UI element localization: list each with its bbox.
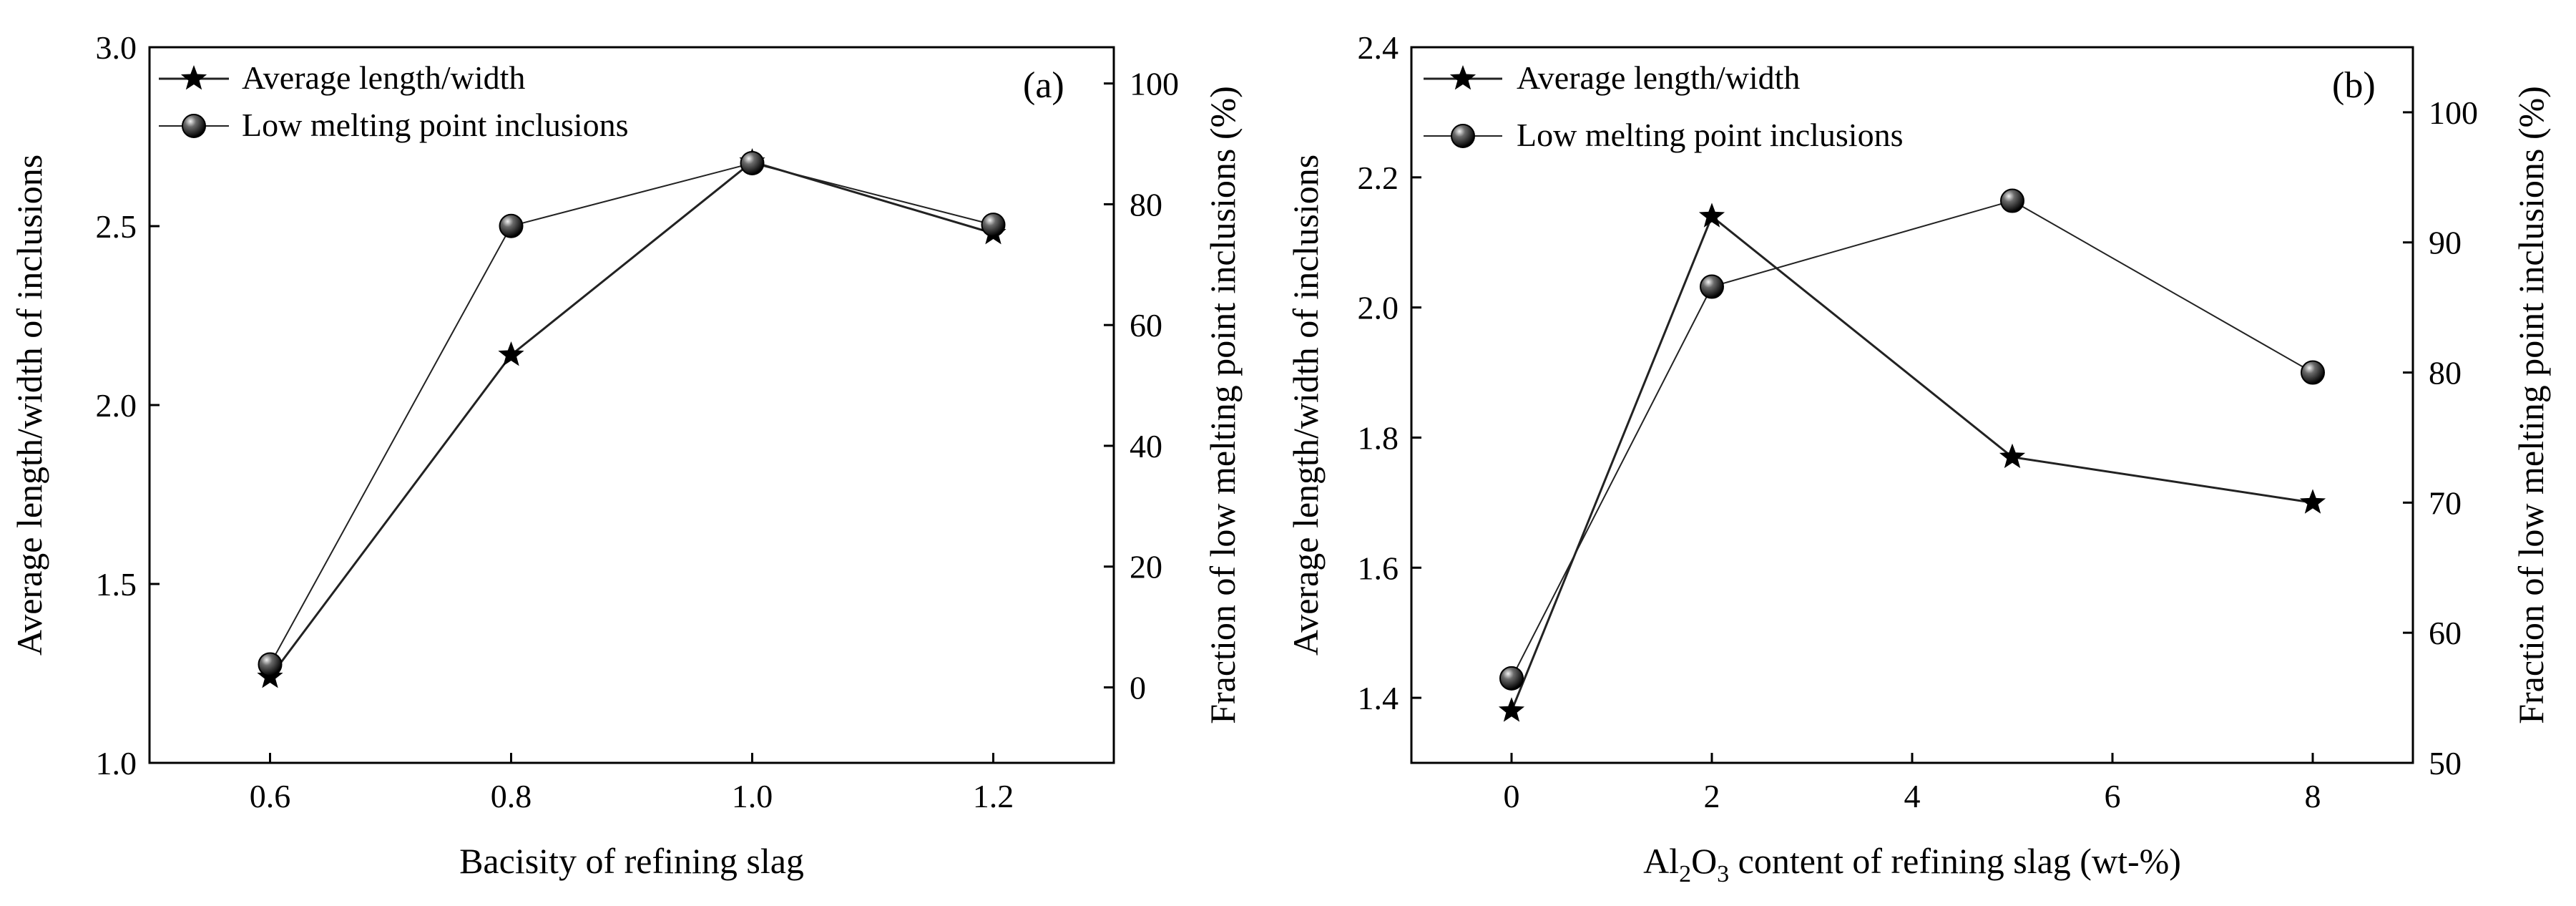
y-axis-right-title: Fraction of low melting point inclusions… <box>1203 86 1243 724</box>
plot-frame <box>148 46 1115 764</box>
y-right-tick-label: 90 <box>2429 225 2462 261</box>
data-point-ball <box>499 213 524 238</box>
legend-ball-marker <box>182 114 206 138</box>
legend-label-avg: Average length/width <box>1517 59 1800 96</box>
y-right-tick-label: 100 <box>2429 94 2478 131</box>
y-left-tick-label: 1.4 <box>1358 680 1399 716</box>
series-group <box>1498 188 2326 722</box>
data-point-ball <box>258 652 283 677</box>
y-right-tick-label: 50 <box>2429 745 2462 781</box>
data-point-star <box>1498 697 1525 722</box>
legend-ball-marker <box>1451 124 1475 148</box>
x-tick-label: 0.6 <box>250 778 291 814</box>
legend-star-marker <box>1449 65 1476 90</box>
y-axis-right: 0 20 40 60 80 100 <box>1104 66 1179 706</box>
x-tick-label: 1.0 <box>732 778 773 814</box>
data-point-ball <box>2301 360 2325 385</box>
y-right-tick-label: 80 <box>2429 355 2462 391</box>
series-line-avg-length-width <box>1510 214 2313 711</box>
legend: Average length/width Low melting point i… <box>159 59 628 143</box>
data-point-star <box>1698 203 1725 228</box>
y-right-tick-label: 80 <box>1130 186 1162 223</box>
y-right-tick-label: 70 <box>2429 484 2462 521</box>
y-left-tick-label: 2.0 <box>1358 290 1399 326</box>
panel-label: (a) <box>1023 65 1064 106</box>
y-left-tick-label: 2.2 <box>1358 160 1399 196</box>
legend-label-low: Low melting point inclusions <box>242 107 628 143</box>
y-left-tick-label: 1.6 <box>1358 550 1399 586</box>
series-line-avg-length-width <box>269 160 994 678</box>
y-left-tick-label: 2.5 <box>96 208 137 245</box>
panel-label: (b) <box>2332 65 2376 106</box>
x-tick-label: 4 <box>1904 778 1921 814</box>
series-line-low-melting <box>269 162 994 665</box>
y-right-tick-label: 100 <box>1130 66 1179 102</box>
legend-label-avg: Average length/width <box>242 59 525 96</box>
legend: Average length/width Low melting point i… <box>1424 59 1903 153</box>
data-point-star <box>2299 489 2326 514</box>
y-left-tick-label: 1.0 <box>96 745 137 781</box>
y-axis-left: 1.0 1.5 2.0 2.5 3.0 <box>96 29 160 781</box>
x-axis: 0.6 0.8 1.0 1.2 <box>250 753 1014 814</box>
x-axis: 0 2 4 6 8 <box>1504 753 2321 814</box>
data-point-ball <box>981 213 1006 238</box>
data-point-ball <box>1499 666 1524 691</box>
subscript: 2 <box>1679 861 1691 887</box>
data-point-ball <box>740 151 765 176</box>
y-right-tick-label: 60 <box>2429 615 2462 651</box>
chart-panel-a: 0.6 0.8 1.0 1.2 1.0 1.5 2.0 2.5 3.0 0 20 40 60 80 10… <box>9 29 1243 881</box>
x-tick-label: 2 <box>1704 778 1720 814</box>
y-axis-left: 1.4 1.6 1.8 2.0 2.2 2.4 <box>1358 29 1421 716</box>
legend-label-low: Low melting point inclusions <box>1517 117 1903 153</box>
y-right-tick-label: 20 <box>1130 549 1162 585</box>
y-axis-left-title: Average length/width of inclusions <box>9 155 49 656</box>
series-line-low-melting <box>1511 200 2313 679</box>
data-point-ball <box>2000 188 2024 213</box>
data-point-star <box>1999 443 2026 469</box>
series-group <box>257 148 1007 688</box>
y-right-tick-label: 40 <box>1130 428 1162 464</box>
x-tick-label: 0.8 <box>491 778 532 814</box>
y-right-tick-label: 60 <box>1130 307 1162 344</box>
x-axis-title: Al2O3 content of refining slag (wt-%) <box>1643 841 2181 887</box>
chart-panel-b: 0 2 4 6 8 1.4 1.6 1.8 2.0 2.2 2.4 50 60 70 80 90 100 (… <box>1285 29 2551 887</box>
data-point-star <box>498 341 524 366</box>
legend-star-marker <box>180 65 207 90</box>
y-axis-left-title: Average length/width of inclusions <box>1285 155 1326 656</box>
y-axis-right: 50 60 70 80 90 100 <box>2403 94 2478 781</box>
x-tick-label: 6 <box>2105 778 2121 814</box>
data-point-ball <box>1700 274 1724 299</box>
x-tick-label: 0 <box>1504 778 1520 814</box>
y-left-tick-label: 2.4 <box>1358 29 1399 66</box>
x-tick-label: 1.2 <box>973 778 1014 814</box>
plot-frame <box>1410 46 2414 764</box>
y-right-tick-label: 0 <box>1130 670 1146 706</box>
x-axis-title: Bacisity of refining slag <box>459 841 804 881</box>
y-axis-right-title: Fraction of low melting point inclusions… <box>2511 86 2551 724</box>
y-left-tick-label: 3.0 <box>96 29 137 66</box>
y-left-tick-label: 2.0 <box>96 387 137 424</box>
y-left-tick-label: 1.5 <box>96 566 137 603</box>
x-tick-label: 8 <box>2305 778 2321 814</box>
y-left-tick-label: 1.8 <box>1358 419 1399 456</box>
subscript: 3 <box>1717 861 1729 887</box>
